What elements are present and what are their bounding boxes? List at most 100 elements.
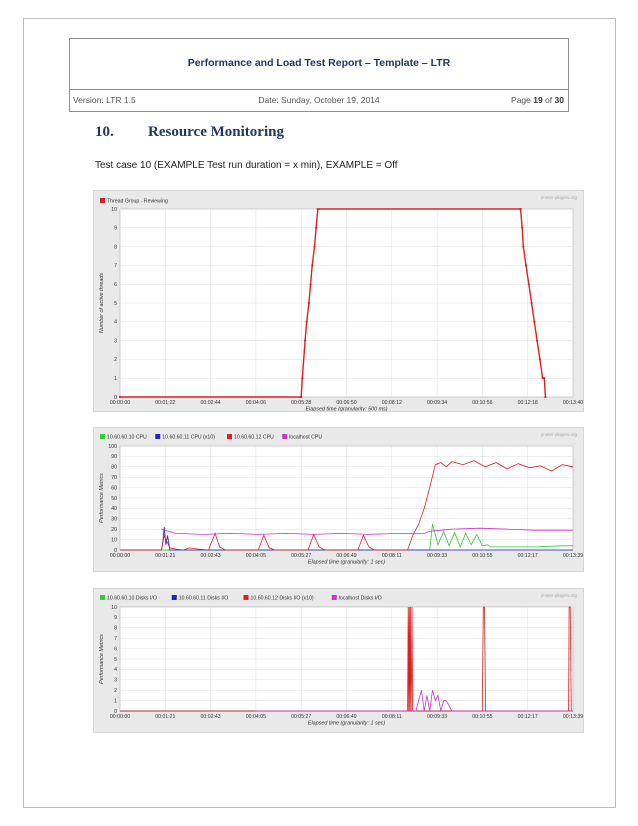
x-axis-title: Elapsed time (granularity: 1 sec) [308, 560, 386, 566]
page-number: Page 19 of 30 [511, 95, 564, 105]
y-tick-label: 6 [114, 282, 117, 288]
chart-svg: jmeter-plugins.org Thread Group - Reviewi… [99, 195, 583, 412]
report-title: Performance and Load Test Report – Templ… [187, 57, 451, 69]
y-tick-label: 10 [111, 537, 117, 543]
legend-label: 10.60.60.12 Disks I/O (x10) [251, 596, 314, 602]
x-tick-label: 00:12:18 [518, 400, 538, 406]
series-line [161, 527, 573, 535]
y-tick-label: 40 [111, 506, 117, 512]
page-current: 19 [533, 95, 543, 105]
x-tick-label: 00:01:22 [155, 400, 175, 406]
legend-label: localhost Disks I/O [339, 596, 382, 602]
x-tick-label: 00:10:55 [472, 553, 492, 559]
data-point [527, 283, 530, 286]
date-label: Date: Sunday, October 19, 2014 [258, 95, 380, 105]
legend-label: 10.60.60.10 Disks I/O [107, 596, 157, 602]
x-tick-label: 00:06:50 [336, 400, 356, 406]
y-tick-label: 8 [114, 626, 117, 632]
y-tick-label: 3 [114, 678, 117, 684]
section-number: 10. [95, 124, 114, 140]
x-tick-label: 00:13:39 [563, 553, 583, 559]
data-point [118, 395, 122, 399]
legend-swatch [155, 434, 161, 439]
data-point [307, 301, 311, 305]
x-tick-label: 00:13:39 [563, 714, 583, 720]
y-tick-label: 9 [114, 226, 117, 232]
section-heading: 10. Resource Monitoring [95, 124, 284, 141]
y-tick-label: 2 [114, 357, 117, 363]
data-point [313, 245, 316, 248]
data-point [316, 207, 319, 211]
x-tick-label: 00:02:44 [200, 400, 220, 406]
data-point [519, 207, 522, 211]
legend-swatch [100, 595, 105, 600]
y-tick-label: 9 [114, 615, 117, 621]
legend-swatch [282, 434, 288, 439]
x-axis-title: Elapsed time (granularity: 500 ms) [305, 407, 387, 412]
y-tick-label: 0 [114, 548, 117, 554]
x-tick-label: 00:01:21 [155, 714, 175, 720]
chart-watermark: jmeter-plugins.org [540, 593, 578, 598]
y-tick-label: 0 [114, 395, 117, 401]
legend-swatch [331, 595, 337, 600]
data-point [522, 245, 525, 248]
y-tick-label: 3 [114, 338, 117, 344]
x-tick-label: 00:04:05 [246, 553, 266, 559]
x-axis-title: Elapsed time (granularity: 1 sec) [308, 721, 386, 727]
page-prefix: Page [511, 95, 534, 105]
y-tick-label: 30 [111, 517, 117, 523]
data-point [535, 339, 539, 342]
data-point [530, 301, 533, 305]
x-tick-label: 00:09:33 [427, 714, 447, 720]
data-point [541, 377, 544, 380]
y-tick-label: 60 [111, 485, 117, 491]
x-tick-label: 00:05:27 [291, 553, 311, 559]
x-tick-label: 00:00:00 [110, 400, 130, 406]
legend-label: 10.60.60.11 Disks I/O [179, 596, 229, 602]
x-tick-label: 00:00:00 [110, 714, 130, 720]
series-line [255, 690, 573, 712]
page-of: of [542, 95, 555, 105]
series-line [120, 460, 574, 551]
testcase-caption: Test case 10 (EXAMPLE Test run duration … [95, 160, 398, 171]
y-tick-label: 4 [114, 320, 117, 326]
legend-swatch [100, 434, 105, 439]
y-axis-title: Performance Metrics [99, 473, 105, 523]
data-point [303, 339, 307, 342]
data-point [538, 358, 541, 361]
x-tick-label: 00:12:17 [518, 714, 538, 720]
active-threads-chart: jmeter-plugins.org Thread Group - Reviewi… [93, 190, 584, 412]
version-label: Version: LTR 1.5 [73, 95, 136, 105]
y-tick-label: 5 [114, 657, 117, 663]
legend-label: 10.60.60.12 CPU [234, 435, 274, 441]
x-tick-label: 00:10:55 [472, 714, 492, 720]
x-tick-label: 00:08:12 [382, 400, 402, 406]
y-tick-label: 10 [111, 605, 117, 611]
section-title: Resource Monitoring [148, 124, 284, 140]
x-tick-label: 00:09:34 [427, 400, 447, 406]
y-tick-label: 4 [114, 667, 117, 673]
header-divider [70, 89, 568, 90]
data-point [543, 377, 546, 380]
data-point [544, 395, 547, 399]
data-point [315, 226, 318, 229]
y-axis-title: Performance Metrics [99, 634, 105, 684]
legend-label: 10.60.60.10 CPU [107, 435, 147, 441]
y-tick-label: 50 [111, 496, 117, 502]
y-tick-label: 100 [108, 444, 117, 450]
chart-svg: jmeter-plugins.org 10.60.60.10 CPU 10.60.6… [99, 432, 583, 566]
document-header: Performance and Load Test Report – Templ… [69, 38, 569, 112]
disk-io-chart: jmeter-plugins.org 10.60.60.10 Disks I/O 1… [93, 588, 584, 733]
x-tick-label: 00:08:11 [382, 553, 402, 559]
y-tick-label: 5 [114, 301, 117, 307]
x-tick-label: 00:02:43 [200, 553, 220, 559]
y-tick-label: 1 [114, 376, 117, 382]
legend-swatch [227, 434, 232, 439]
x-tick-label: 00:08:11 [382, 714, 402, 720]
legend-swatch [243, 595, 249, 600]
x-tick-label: 00:04:05 [246, 714, 266, 720]
data-point [524, 264, 528, 267]
x-tick-label: 00:06:49 [336, 553, 356, 559]
cpu-metrics-chart: jmeter-plugins.org 10.60.60.10 CPU 10.60.6… [93, 427, 584, 572]
y-tick-label: 0 [114, 709, 117, 715]
